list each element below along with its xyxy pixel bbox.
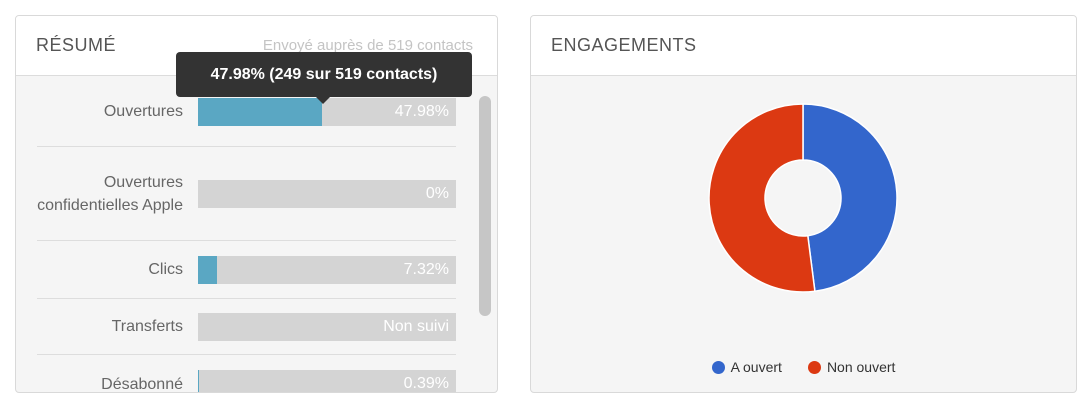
tooltip-arrow bbox=[316, 97, 330, 104]
chart-legend: A ouvert Non ouvert bbox=[531, 359, 1076, 375]
resume-scrollbar[interactable] bbox=[479, 82, 491, 392]
donut-slice-opened[interactable] bbox=[802, 103, 898, 293]
stat-label: Ouvertures bbox=[103, 103, 183, 120]
stat-value: 47.98% bbox=[394, 102, 449, 120]
resume-subtitle: Envoyé auprès de 519 contacts bbox=[262, 37, 473, 54]
stat-value: 0% bbox=[425, 184, 449, 202]
stat-bar[interactable]: 7.32% bbox=[198, 255, 456, 284]
stat-label: Désabonné bbox=[101, 375, 183, 393]
stat-value: 0.39% bbox=[403, 375, 449, 392]
legend-label: Non ouvert bbox=[826, 359, 896, 375]
engagements-panel: ENGAGEMENTS A ouvert Non ouvert bbox=[530, 15, 1077, 393]
stat-label: Ouvertures confidentielles Apple bbox=[37, 173, 183, 214]
stat-label: Clics bbox=[148, 261, 183, 278]
stat-bar-fill bbox=[198, 97, 322, 126]
stat-bar[interactable]: Non suivi bbox=[198, 312, 456, 341]
legend-item-opened[interactable]: A ouvert bbox=[711, 359, 782, 375]
donut-slice-not-opened[interactable] bbox=[708, 103, 816, 293]
opens-tooltip: 47.98% (249 sur 519 contacts) bbox=[176, 52, 472, 104]
engagements-donut-chart[interactable] bbox=[531, 77, 1076, 357]
legend-label: A ouvert bbox=[730, 359, 782, 375]
stat-row-clicks[interactable]: Clics 7.32% bbox=[37, 241, 456, 299]
legend-dot-icon bbox=[711, 360, 725, 374]
stat-row-unsubscribed[interactable]: Désabonné 0.39% bbox=[37, 355, 456, 393]
stat-bar-fill bbox=[198, 255, 217, 284]
engagements-title: ENGAGEMENTS bbox=[551, 35, 697, 55]
scrollbar-thumb[interactable] bbox=[479, 96, 491, 316]
stat-row-forwards[interactable]: Transferts Non suivi bbox=[37, 299, 456, 355]
legend-dot-icon bbox=[807, 360, 821, 374]
stat-row-opens[interactable]: Ouvertures 47.98% bbox=[37, 77, 456, 147]
legend-item-not-opened[interactable]: Non ouvert bbox=[807, 359, 896, 375]
stat-bar[interactable]: 0% bbox=[198, 179, 456, 208]
stat-bar[interactable]: 0.39% bbox=[198, 370, 456, 392]
engagements-header: ENGAGEMENTS bbox=[531, 16, 1076, 76]
stat-value: Non suivi bbox=[383, 317, 449, 335]
resume-rows: Ouvertures 47.98% Ouvertures confidentie… bbox=[37, 77, 456, 393]
tooltip-text: 47.98% (249 sur 519 contacts) bbox=[210, 65, 438, 83]
stat-bar[interactable]: 47.98% bbox=[198, 97, 456, 126]
stat-label: Transferts bbox=[111, 318, 183, 335]
stat-bar-fill bbox=[198, 370, 199, 392]
resume-title: RÉSUMÉ bbox=[36, 35, 117, 55]
stat-value: 7.32% bbox=[403, 260, 449, 278]
stat-row-apple-private-opens[interactable]: Ouvertures confidentielles Apple 0% bbox=[37, 147, 456, 241]
